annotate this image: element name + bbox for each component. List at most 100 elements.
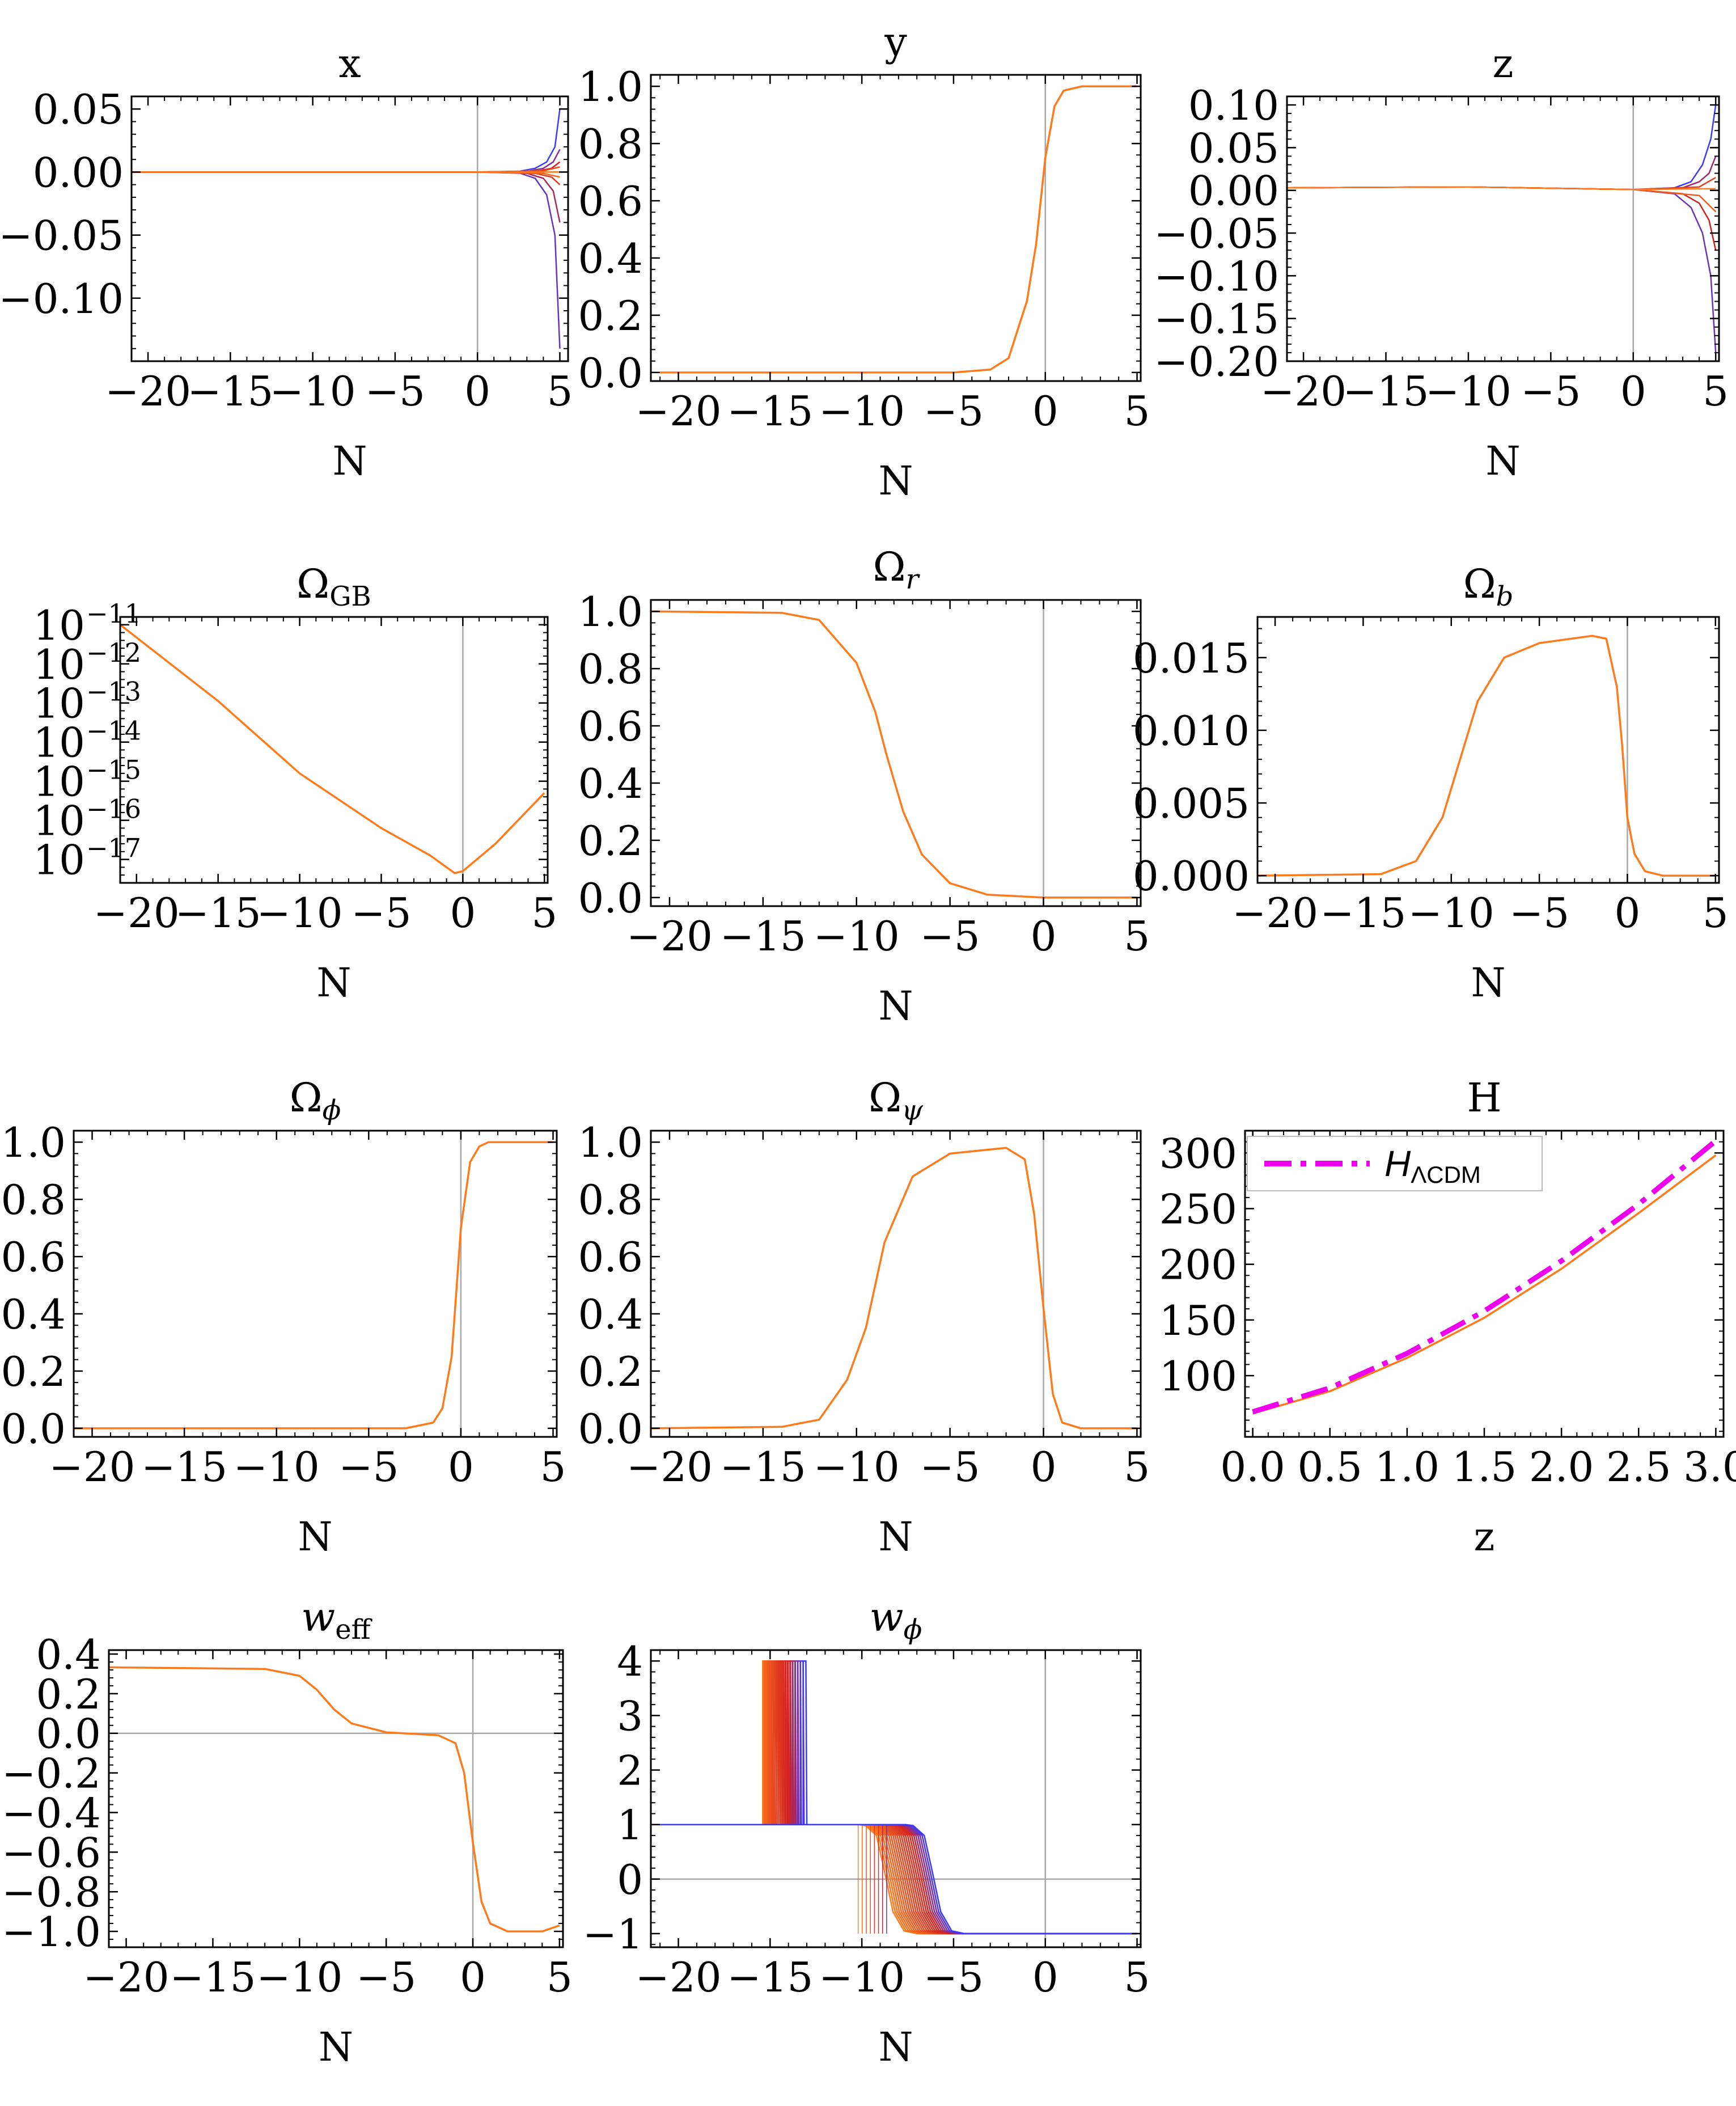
series-line-9 (651, 1660, 1137, 1935)
y-tick-label: 0.4 (1, 1291, 66, 1338)
x-tick-label: 0 (1620, 367, 1646, 415)
y-tick-label: −0.6 (2, 1829, 101, 1876)
x-tick-label: 0 (1031, 912, 1057, 960)
y-tick-label: 1.0 (578, 63, 643, 111)
x-tick-label: 1.0 (1375, 1443, 1440, 1491)
plot-frame (1286, 95, 1720, 362)
x-tick-label: 5 (1124, 387, 1150, 435)
plot-frame (650, 599, 1142, 907)
series-line-22 (651, 1660, 1137, 1935)
x-tick-label: −5 (338, 1443, 399, 1491)
x-tick-label: 5 (1703, 367, 1729, 415)
chart-omega_r: −20 −15 −10 −5 0 5 0.0 0.2 0.4 0.6 0.8 1.0 Ωr N (578, 544, 1150, 1029)
x-tick-label: −10 (819, 387, 905, 435)
x-tick-label: 0 (460, 1953, 486, 2001)
y-tick-label: 0.00 (1188, 167, 1279, 215)
x-tick-label: 5 (547, 1953, 573, 2001)
chart-title: wϕ (870, 1594, 922, 1646)
x-axis-label: N (1471, 959, 1505, 1006)
series-line-0 (120, 624, 545, 874)
series-line-0 (651, 1147, 1137, 1430)
series-line-21 (651, 1660, 1137, 1935)
series-line-3 (1287, 186, 1717, 251)
x-tick-label: −15 (720, 912, 806, 960)
y-tick-label: 0.010 (1133, 707, 1250, 755)
series-line-5 (1287, 186, 1717, 213)
x-axis-label: N (878, 2024, 913, 2070)
y-tick-label: 1 (617, 1801, 643, 1849)
chart-hubble: 0.0 0.5 1.0 1.5 2.0 2.5 3.0 100 150 200 250 300 Hz HΛ… (1159, 1075, 1736, 1560)
x-tick-label: −10 (256, 1953, 342, 2001)
y-tick-label: −1.0 (2, 1908, 101, 1956)
legend-box (1247, 1136, 1543, 1191)
y-tick-exponent: −11 (86, 598, 141, 629)
x-tick-label: 2.0 (1529, 1443, 1594, 1491)
y-tick-label: 0.00 (33, 149, 124, 196)
x-tick-label: −15 (727, 1953, 813, 2001)
y-tick-label: 0.005 (1133, 780, 1250, 827)
y-tick-label: 0.6 (1, 1233, 66, 1281)
series-line-5 (132, 171, 561, 185)
y-tick-label: −0.10 (1154, 252, 1279, 300)
x-tick-label: 0 (450, 889, 476, 937)
x-tick-label: 0 (448, 1443, 474, 1491)
x-tick-label: −15 (1343, 367, 1429, 415)
x-tick-label: −20 (49, 1443, 136, 1491)
chart-title: Ωψ (869, 1075, 924, 1126)
series-line-0 (651, 1660, 1137, 1935)
series-line-11 (651, 1660, 1137, 1935)
series-line-6 (651, 1660, 1137, 1935)
y-tick-label: 0.0 (578, 874, 643, 922)
series-line-5 (651, 1660, 1137, 1935)
y-tick-label: 10 (33, 602, 85, 649)
x-tick-label: 5 (531, 889, 557, 937)
series-line-12 (651, 1660, 1137, 1935)
x-axis-label: N (319, 2024, 353, 2070)
series-line-8 (651, 1660, 1137, 1935)
y-tick-label: 0.0 (578, 1405, 643, 1453)
chart-w_eff: −20 −15 −10 −5 0 5 0.40.20.0−0.2−0.4−0.6−0.8−1… (2, 1594, 573, 2070)
x-tick-label: −15 (175, 889, 261, 937)
y-tick-exponent: −12 (86, 637, 141, 668)
series-line-2 (1287, 156, 1717, 191)
series-line-0 (132, 109, 561, 173)
y-tick-exponent: −16 (86, 794, 141, 824)
y-tick-label: 3 (617, 1692, 643, 1740)
series-line-4 (651, 1660, 1137, 1935)
y-tick-label: 250 (1159, 1185, 1237, 1233)
y-tick-label: 0.2 (578, 292, 643, 340)
y-tick-exponent: −15 (86, 755, 141, 785)
series-group (74, 1141, 553, 1430)
x-axis-label: N (316, 959, 351, 1006)
chart-title: weff (301, 1594, 372, 1646)
y-tick-label: 0.000 (1133, 852, 1250, 900)
series-line-1 (1287, 186, 1717, 353)
y-tick-label: 0.015 (1133, 635, 1250, 682)
y-tick-label: 0.4 (578, 1291, 643, 1338)
y-tick-label: 10 (33, 836, 85, 884)
series-line-13 (651, 1660, 1137, 1935)
series-line-4 (132, 161, 561, 173)
x-tick-label: −5 (920, 1443, 980, 1491)
x-tick-label: 0 (464, 367, 490, 415)
y-tick-label: −0.10 (0, 275, 124, 323)
y-tick-label: 1.0 (578, 588, 643, 636)
x-axis-label: z (1474, 1513, 1495, 1560)
y-tick-label: 0.8 (1, 1176, 66, 1224)
x-tick-label: −10 (814, 1443, 900, 1491)
y-tick-label: 0.05 (33, 86, 124, 133)
x-tick-label: −15 (187, 367, 273, 415)
series-line-0 (660, 85, 1137, 374)
plot-frame (119, 616, 549, 884)
y-tick-exponent: −13 (86, 676, 141, 707)
y-tick-label: 10 (33, 719, 85, 767)
chart-x: −20−15−10 −5 0 5 0.05 0.00 −0.05 −0.10 x N (0, 40, 573, 484)
x-tick-label: −5 (924, 387, 984, 435)
y-tick-label: −0.15 (1154, 295, 1279, 343)
x-tick-label: −5 (351, 889, 411, 937)
x-tick-label: 5 (1124, 1443, 1150, 1491)
y-tick-label: −0.2 (2, 1750, 101, 1798)
series-group (1287, 104, 1717, 353)
y-tick-label: 4 (617, 1638, 643, 1685)
x-tick-label: −15 (141, 1443, 227, 1491)
